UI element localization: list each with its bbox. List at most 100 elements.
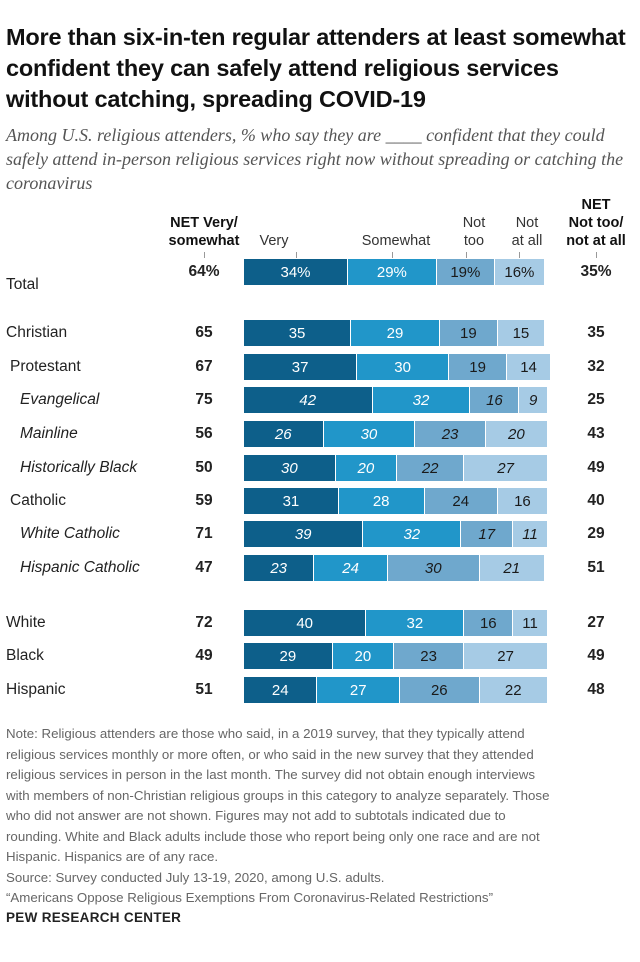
bar-segment-very: 26: [244, 421, 324, 447]
chart-subtitle: Among U.S. religious attenders, % who sa…: [6, 125, 624, 193]
bar-segment-not-at-all: 21: [479, 555, 544, 581]
bar-segment-not-too: 23: [415, 421, 486, 447]
net-very-somewhat-value: 75: [195, 391, 213, 408]
header-tick: [519, 252, 520, 258]
bar-segment-not-at-all: 22: [479, 677, 547, 703]
bar-segment-somewhat: 20: [332, 643, 394, 669]
chart-title: More than six-in-ten regular attenders a…: [6, 24, 626, 112]
net-very-somewhat-value: 67: [195, 358, 213, 375]
row-label: White Catholic: [20, 525, 120, 542]
row-label: Evangelical: [20, 391, 100, 408]
bar-segment-somewhat: 28: [338, 488, 425, 514]
footnote-line: religious services monthly or more often…: [6, 746, 534, 762]
footnote-line: who did not answer are not shown. Figure…: [6, 808, 506, 823]
bar-segment-not-too: 30: [387, 555, 480, 581]
bar-segment-not-too: 16: [464, 610, 514, 636]
net-not-too-not-at-all-value: 35%: [580, 263, 612, 280]
row-label: Black: [6, 647, 44, 664]
row-label: Christian: [6, 324, 68, 341]
report-title-line: “Americans Oppose Religious Exemptions F…: [6, 890, 493, 905]
bar-segment-somewhat: 20: [335, 455, 397, 481]
bar-segment-not-too: 19: [449, 354, 508, 380]
net-very-somewhat-value: 56: [195, 425, 213, 442]
bar-segment-not-too: 17: [461, 521, 514, 547]
bar-segment-not-too: 26: [400, 677, 480, 703]
bar-segment-somewhat: 29%: [348, 259, 437, 285]
net-not-too-not-at-all-value: 40: [587, 492, 605, 509]
bar-segment-not-at-all: 20: [485, 421, 547, 447]
net-very-somewhat-value: 50: [195, 459, 213, 476]
net-very-somewhat-value: 72: [195, 614, 213, 631]
net-not-too-not-at-all-value: 27: [587, 614, 605, 631]
row-label: Catholic: [10, 492, 66, 509]
header-tick: [392, 252, 393, 258]
bar-segment-not-too: 19: [439, 320, 498, 346]
bar-segment-not-at-all: 16%: [494, 259, 544, 285]
bar-segment-not-at-all: 14: [507, 354, 550, 380]
net-very-somewhat-value: 59: [195, 492, 213, 509]
footnote-line: with members of non-Christian religious …: [6, 787, 550, 803]
bar-segment-somewhat: 29: [351, 320, 440, 346]
stacked-bar-chart: Total 64% 35% 34% 29% 19% 16% Christian 65 35 35 29…: [6, 259, 612, 703]
bar-segment-very: 34%: [244, 259, 349, 285]
footnote-line: religious services in person in the last…: [6, 767, 535, 782]
bar-segment-not-at-all: 27: [464, 643, 547, 669]
bar-segment-not-at-all: 15: [497, 320, 544, 346]
header-net-right-line2: Not too/: [568, 215, 624, 231]
net-not-too-not-at-all-value: 49: [587, 647, 605, 664]
net-not-too-not-at-all-value: 48: [587, 681, 605, 698]
bar-segment-very: 40: [244, 610, 367, 636]
net-not-too-not-at-all-value: 35: [587, 324, 605, 341]
header-very: Very: [259, 233, 289, 249]
footnote: Note: Religious attenders are those who …: [6, 724, 634, 909]
bar-segment-somewhat: 27: [317, 677, 401, 703]
bar-segment-very: 39: [244, 521, 364, 547]
bar-segment-somewhat: 24: [314, 555, 388, 581]
bar-segment-not-too: 24: [424, 488, 498, 514]
row-label: Mainline: [20, 425, 78, 442]
bar-segment-somewhat: 32: [363, 521, 462, 547]
bar-segment-not-at-all: 11: [513, 610, 547, 636]
net-very-somewhat-value: 71: [195, 525, 213, 542]
footnote-line: Hispanic. Hispanics are of any race.: [6, 849, 219, 864]
bar-segment-not-too: 23: [393, 643, 465, 669]
header-tick: [204, 252, 205, 258]
row-label: Hispanic Catholic: [20, 559, 140, 576]
bar-segment-very: 29: [244, 643, 333, 669]
net-very-somewhat-value: 49: [195, 647, 213, 664]
header-not-at-all-line1: Not: [515, 215, 539, 231]
bar-segment-not-too: 22: [397, 455, 465, 481]
header-net-right: NET Not too/ not at all: [550, 196, 640, 250]
bar-segment-somewhat: 32: [372, 387, 471, 413]
header-not-at-all-line2: at all: [511, 233, 543, 249]
header-net-left-line2: somewhat: [168, 233, 240, 249]
header-not-too-line1: Not: [462, 215, 486, 231]
footnote-line: rounding. White and Black adults include…: [6, 828, 540, 844]
bar-segment-not-at-all: 27: [464, 455, 547, 481]
source-line: Source: Survey conducted July 13-19, 202…: [6, 869, 385, 885]
footnote-line: Note: Religious attenders are those who …: [6, 726, 525, 741]
header-net-right-line1: NET: [581, 197, 611, 213]
header-net-left-line1: NET Very/: [170, 215, 238, 231]
bar-segment-somewhat: 30: [323, 421, 416, 447]
row-label: Protestant: [10, 358, 81, 375]
bar-segment-not-at-all: 11: [513, 521, 547, 547]
header-tick: [296, 252, 297, 258]
net-not-too-not-at-all-value: 43: [587, 425, 605, 442]
row-label: Total: [6, 276, 39, 293]
bar-segment-somewhat: 30: [357, 354, 450, 380]
bar-segment-very: 24: [244, 677, 318, 703]
header-net-left: NET Very/ somewhat: [150, 214, 258, 250]
bar-segment-very: 35: [244, 320, 352, 346]
row-label: White: [6, 614, 46, 631]
net-not-too-not-at-all-value: 29: [587, 525, 605, 542]
net-very-somewhat-value: 47: [195, 559, 213, 576]
net-not-too-not-at-all-value: 51: [587, 559, 605, 576]
bar-segment-very: 37: [244, 354, 358, 380]
header-not-too-line2: too: [463, 233, 485, 249]
bar-segment-not-too: 16: [470, 387, 520, 413]
header-not-too: Not too: [446, 214, 502, 250]
net-very-somewhat-value: 64%: [188, 263, 220, 280]
net-very-somewhat-value: 65: [195, 324, 213, 341]
bar-segment-not-too: 19%: [436, 259, 495, 285]
